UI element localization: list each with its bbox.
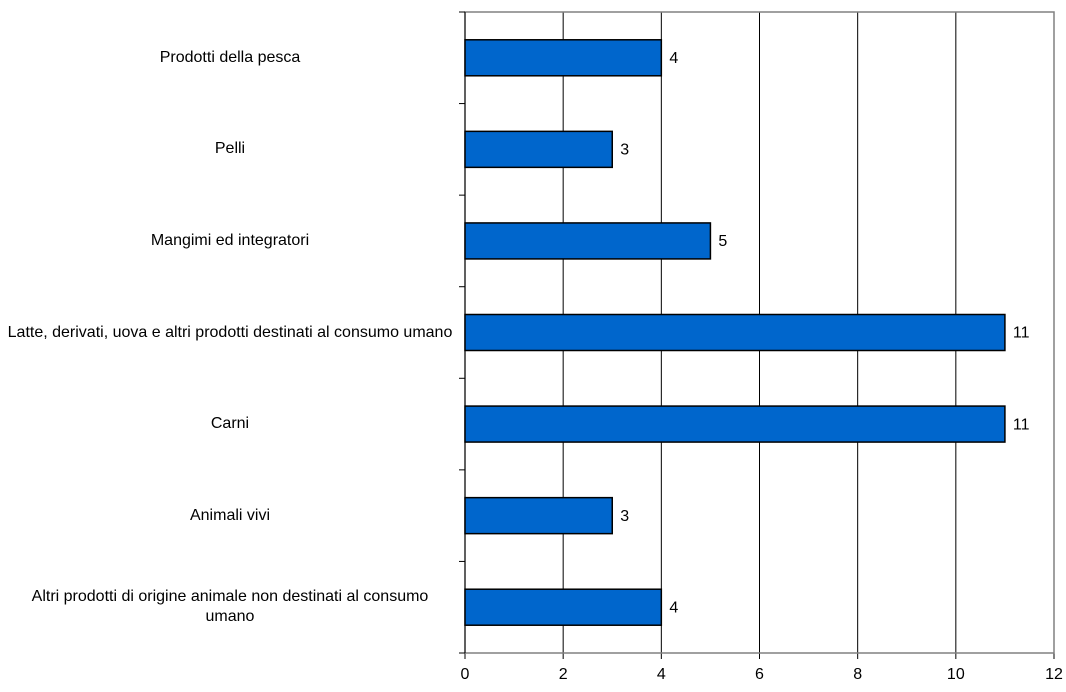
x-tick-label: 10 — [947, 666, 965, 683]
data-label: 3 — [620, 508, 629, 525]
x-tick-label: 2 — [559, 666, 568, 683]
y-tick-label: Carni — [210, 415, 250, 433]
y-tick-label: Prodotti della pesca — [159, 48, 301, 66]
data-label: 3 — [620, 142, 629, 159]
y-tick-label: Animali vivi — [189, 506, 270, 524]
y-tick-label: Altri prodotti di origine animale non de… — [31, 588, 429, 626]
data-label: 4 — [669, 50, 678, 67]
y-tick-label: Latte, derivati, uova e altri prodotti d… — [7, 323, 453, 341]
x-tick-label: 12 — [1045, 666, 1063, 683]
bar — [464, 588, 663, 626]
data-label: 5 — [718, 233, 727, 250]
bar — [464, 39, 663, 77]
x-tick-label: 8 — [853, 666, 862, 683]
data-label: 11 — [1013, 325, 1030, 342]
data-label: 11 — [1013, 416, 1030, 433]
bar — [464, 405, 1006, 443]
x-tick-label: 6 — [755, 666, 764, 683]
y-tick-label: Pelli — [214, 140, 246, 158]
bar — [464, 496, 613, 535]
bar — [464, 313, 1006, 352]
data-label: 4 — [669, 599, 678, 616]
bar — [464, 222, 712, 260]
x-tick-label: 0 — [461, 666, 470, 683]
x-tick-label: 4 — [657, 666, 666, 683]
y-tick-label: Mangimi ed integratori — [150, 231, 310, 249]
bar — [464, 130, 613, 169]
